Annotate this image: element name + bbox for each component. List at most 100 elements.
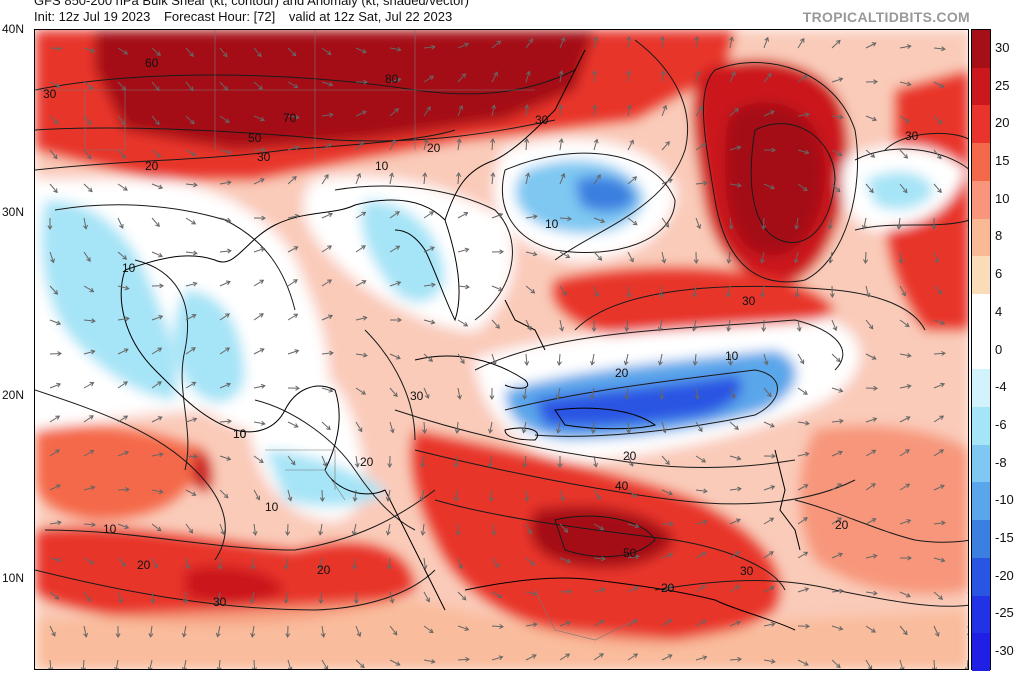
vector-arrow — [185, 81, 194, 91]
colorbar-segment — [972, 180, 990, 220]
vector-arrow — [729, 37, 733, 49]
vector-arrowhead — [460, 359, 465, 365]
vector-arrow — [593, 217, 605, 223]
vector-arrow — [763, 586, 775, 593]
vector-arrow — [457, 212, 468, 219]
vector-arrow — [899, 285, 906, 296]
vector-arrowhead — [626, 70, 632, 75]
vector-arrow — [320, 591, 323, 603]
vector-arrowhead — [872, 116, 878, 122]
vector-arrowhead — [249, 598, 255, 604]
vector-arrowhead — [761, 225, 767, 230]
vector-arrow — [593, 251, 602, 261]
vector-arrowhead — [838, 625, 844, 631]
vector-arrow — [729, 455, 741, 460]
vector-arrow — [83, 149, 92, 159]
vector-arrow — [661, 585, 672, 593]
vector-arrow — [899, 659, 904, 669]
vector-arrowhead — [659, 293, 665, 298]
vector-arrowhead — [226, 180, 232, 186]
vector-arrowhead — [940, 320, 946, 325]
contour-label: 20 — [145, 159, 159, 173]
vector-arrow — [151, 347, 162, 355]
anomaly-shading — [35, 30, 968, 669]
vector-arrow — [423, 557, 426, 569]
vector-arrowhead — [764, 36, 769, 42]
vector-arrow — [831, 353, 841, 362]
vector-arrowhead — [157, 347, 163, 353]
vector-arrowhead — [226, 217, 232, 223]
vector-arrowhead — [260, 247, 266, 252]
vector-arrow — [693, 319, 697, 331]
vector-arrow — [967, 48, 968, 49]
vector-arrow — [319, 557, 323, 569]
vector-arrowhead — [89, 450, 95, 455]
vector-arrow — [218, 659, 221, 669]
vector-arrow — [117, 285, 129, 290]
vector-arrowhead — [769, 551, 774, 556]
vector-arrow — [491, 625, 504, 628]
vector-arrowhead — [156, 526, 162, 532]
vector-arrow — [899, 81, 911, 86]
vector-arrowhead — [487, 462, 493, 468]
vector-arrow — [151, 47, 161, 56]
colorbar-tick-label: -25 — [995, 605, 1014, 621]
vector-arrow — [967, 150, 968, 151]
vector-arrowhead — [80, 667, 86, 669]
vector-arrow — [593, 489, 601, 500]
vector-arrowhead — [838, 450, 843, 456]
vector-arrowhead — [453, 462, 459, 468]
vector-arrowhead — [558, 70, 564, 75]
vector-arrow — [82, 659, 85, 669]
vector-arrow — [389, 625, 398, 636]
vector-arrow — [151, 81, 160, 91]
vector-arrow — [661, 455, 670, 465]
vector-arrowhead — [802, 186, 808, 191]
vector-arrow — [933, 591, 943, 600]
vector-arrow — [797, 517, 808, 525]
vector-arrow — [797, 183, 808, 191]
vector-arrowhead — [287, 666, 293, 669]
vector-arrow — [287, 176, 297, 185]
vector-arrow — [831, 40, 841, 49]
vector-arrow — [627, 586, 639, 593]
vector-arrowhead — [657, 326, 663, 332]
vector-arrow — [389, 47, 401, 51]
vector-arrowhead — [319, 497, 325, 502]
vector-arrow — [865, 149, 875, 158]
contour-label: 20 — [137, 558, 151, 572]
state-borders — [35, 30, 636, 641]
vector-arrow — [831, 517, 842, 525]
vector-arrow — [151, 251, 163, 257]
vector-arrow — [389, 421, 394, 433]
vector-arrow — [695, 106, 703, 117]
vector-arrowhead — [563, 528, 569, 533]
vector-arrowhead — [157, 416, 163, 421]
vector-arrow — [321, 47, 332, 55]
vector-arrow — [627, 251, 634, 262]
vector-arrowhead — [522, 395, 528, 400]
vector-arrow — [695, 217, 701, 229]
vector-arrow — [185, 557, 189, 569]
vector-arrow — [695, 520, 707, 525]
vector-arrowhead — [729, 36, 734, 42]
vector-arrowhead — [192, 281, 198, 287]
vector-arrowhead — [632, 176, 638, 181]
vector-arrow — [729, 518, 741, 525]
vector-arrow — [525, 38, 533, 49]
vector-arrow — [763, 517, 774, 525]
vector-arrowhead — [396, 77, 402, 83]
vector-arrowhead — [941, 350, 946, 356]
vector-arrowhead — [124, 285, 130, 291]
vector-arrowhead — [692, 361, 698, 366]
vector-arrowhead — [223, 86, 229, 91]
vector-arrow — [661, 36, 664, 49]
vector-arrow — [185, 455, 198, 458]
vector-arrowhead — [931, 667, 938, 669]
vector-arrowhead — [293, 423, 299, 428]
vector-arrowhead — [556, 361, 562, 366]
vector-arrow — [831, 625, 843, 630]
vector-arrowhead — [356, 632, 362, 638]
vector-arrow — [525, 353, 528, 366]
vector-arrowhead — [53, 188, 58, 194]
